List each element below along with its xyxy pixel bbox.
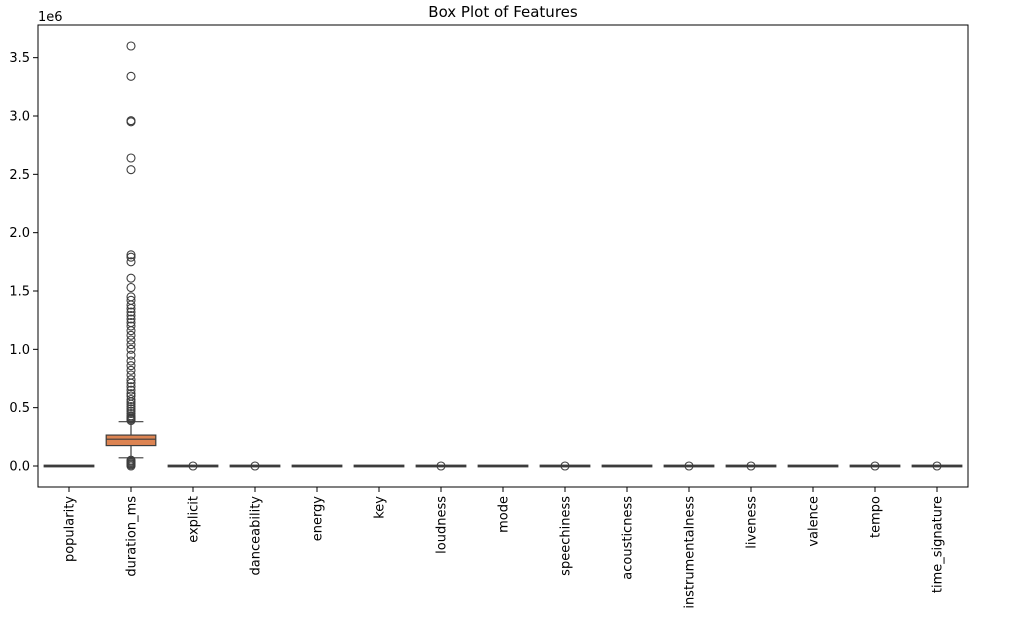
outlier-point — [126, 394, 136, 405]
box-time_signature — [911, 461, 963, 471]
x-tick-label: instrumentalness — [683, 496, 698, 609]
outlier-point — [126, 375, 136, 385]
x-tick-label: energy — [311, 496, 326, 542]
x-tick-label: acousticness — [621, 496, 636, 580]
outlier-point — [126, 455, 136, 465]
outlier-point — [560, 461, 570, 471]
outlier-point — [126, 116, 136, 126]
chart-title: Box Plot of Features — [428, 3, 578, 21]
x-tick-label: explicit — [187, 496, 202, 543]
box-explicit — [167, 461, 219, 471]
outlier-point — [126, 344, 136, 354]
x-tick-label: duration_ms — [125, 496, 140, 577]
outlier-point — [126, 282, 136, 293]
outlier-point — [436, 461, 446, 471]
y-tick-label: 0.0 — [9, 460, 30, 475]
box-mode — [477, 464, 529, 468]
outlier-point — [932, 461, 942, 471]
outlier-point — [126, 250, 136, 260]
outlier-point — [126, 411, 136, 421]
x-tick-label: speechiness — [559, 496, 574, 576]
box-tempo — [849, 461, 901, 471]
outlier-point — [250, 461, 260, 471]
outlier-point — [870, 461, 880, 471]
plot-area — [37, 24, 969, 488]
outlier-point — [684, 461, 694, 471]
x-tick-label: liveness — [745, 496, 760, 549]
outlier-point — [126, 165, 136, 175]
box-acousticness — [601, 464, 653, 468]
outlier-point — [126, 153, 136, 163]
x-tick-label: loudness — [435, 496, 450, 554]
outlier-point — [126, 365, 136, 375]
x-tick-label: danceability — [249, 496, 264, 576]
box-popularity — [43, 464, 95, 468]
outlier-point — [126, 401, 136, 412]
outlier-point — [126, 389, 136, 399]
box-loudness — [415, 461, 467, 471]
y-axis-multiplier: 1e6 — [38, 10, 63, 25]
outlier-point — [126, 356, 136, 366]
y-axis: 0.0 0.5 1.0 1.5 2.0 2.5 3.0 3.5 — [9, 51, 38, 475]
outlier-point — [126, 350, 136, 360]
outlier-point — [126, 273, 136, 283]
y-tick-label: 2.0 — [9, 226, 30, 241]
x-axis: popularity duration_ms explicit danceabilit… — [63, 487, 946, 609]
outlier-point — [126, 257, 136, 267]
box-body — [105, 434, 157, 447]
outlier-point — [126, 295, 136, 305]
x-tick-label: valence — [807, 496, 822, 547]
outlier-point — [126, 404, 136, 414]
outlier-point — [126, 382, 136, 392]
plot-frame — [37, 24, 969, 488]
y-tick-label: 3.5 — [9, 51, 30, 66]
box-liveness — [725, 461, 777, 471]
outlier-point — [126, 314, 136, 324]
outlier-point — [126, 408, 136, 419]
box-instrumentalness — [663, 461, 715, 471]
x-tick-label: key — [373, 496, 388, 519]
box-speechiness — [539, 461, 591, 471]
box-valence — [787, 464, 839, 468]
y-tick-label: 1.5 — [9, 285, 30, 300]
outlier-point — [126, 252, 136, 262]
outlier-point — [126, 71, 136, 81]
outlier-point — [126, 391, 136, 401]
outlier-point — [126, 340, 136, 350]
outlier-point — [746, 461, 756, 471]
box-danceability — [229, 461, 281, 471]
outlier-point — [126, 317, 136, 328]
outlier-point — [126, 370, 136, 380]
outlier-point — [126, 326, 136, 336]
x-tick-label: mode — [497, 496, 512, 533]
box-key — [353, 464, 405, 468]
box-energy — [291, 464, 343, 468]
outlier-point — [126, 41, 136, 51]
y-tick-label: 1.0 — [9, 343, 30, 358]
y-tick-label: 3.0 — [9, 110, 30, 125]
outlier-point — [126, 385, 136, 395]
x-tick-label: time_signature — [931, 496, 946, 593]
outlier-point — [126, 292, 136, 302]
outlier-point — [126, 321, 136, 331]
x-tick-label: popularity — [63, 496, 78, 562]
outlier-point — [126, 361, 136, 371]
y-tick-label: 0.5 — [9, 401, 30, 416]
outlier-point — [126, 310, 136, 321]
outlier-point — [126, 406, 136, 416]
outlier-point — [188, 461, 198, 471]
outlier-point — [126, 307, 136, 317]
y-tick-label: 2.5 — [9, 168, 30, 183]
outlier-point — [126, 335, 136, 345]
outlier-point — [126, 330, 136, 340]
x-tick-label: tempo — [869, 496, 884, 538]
box-duration_ms — [105, 41, 157, 471]
